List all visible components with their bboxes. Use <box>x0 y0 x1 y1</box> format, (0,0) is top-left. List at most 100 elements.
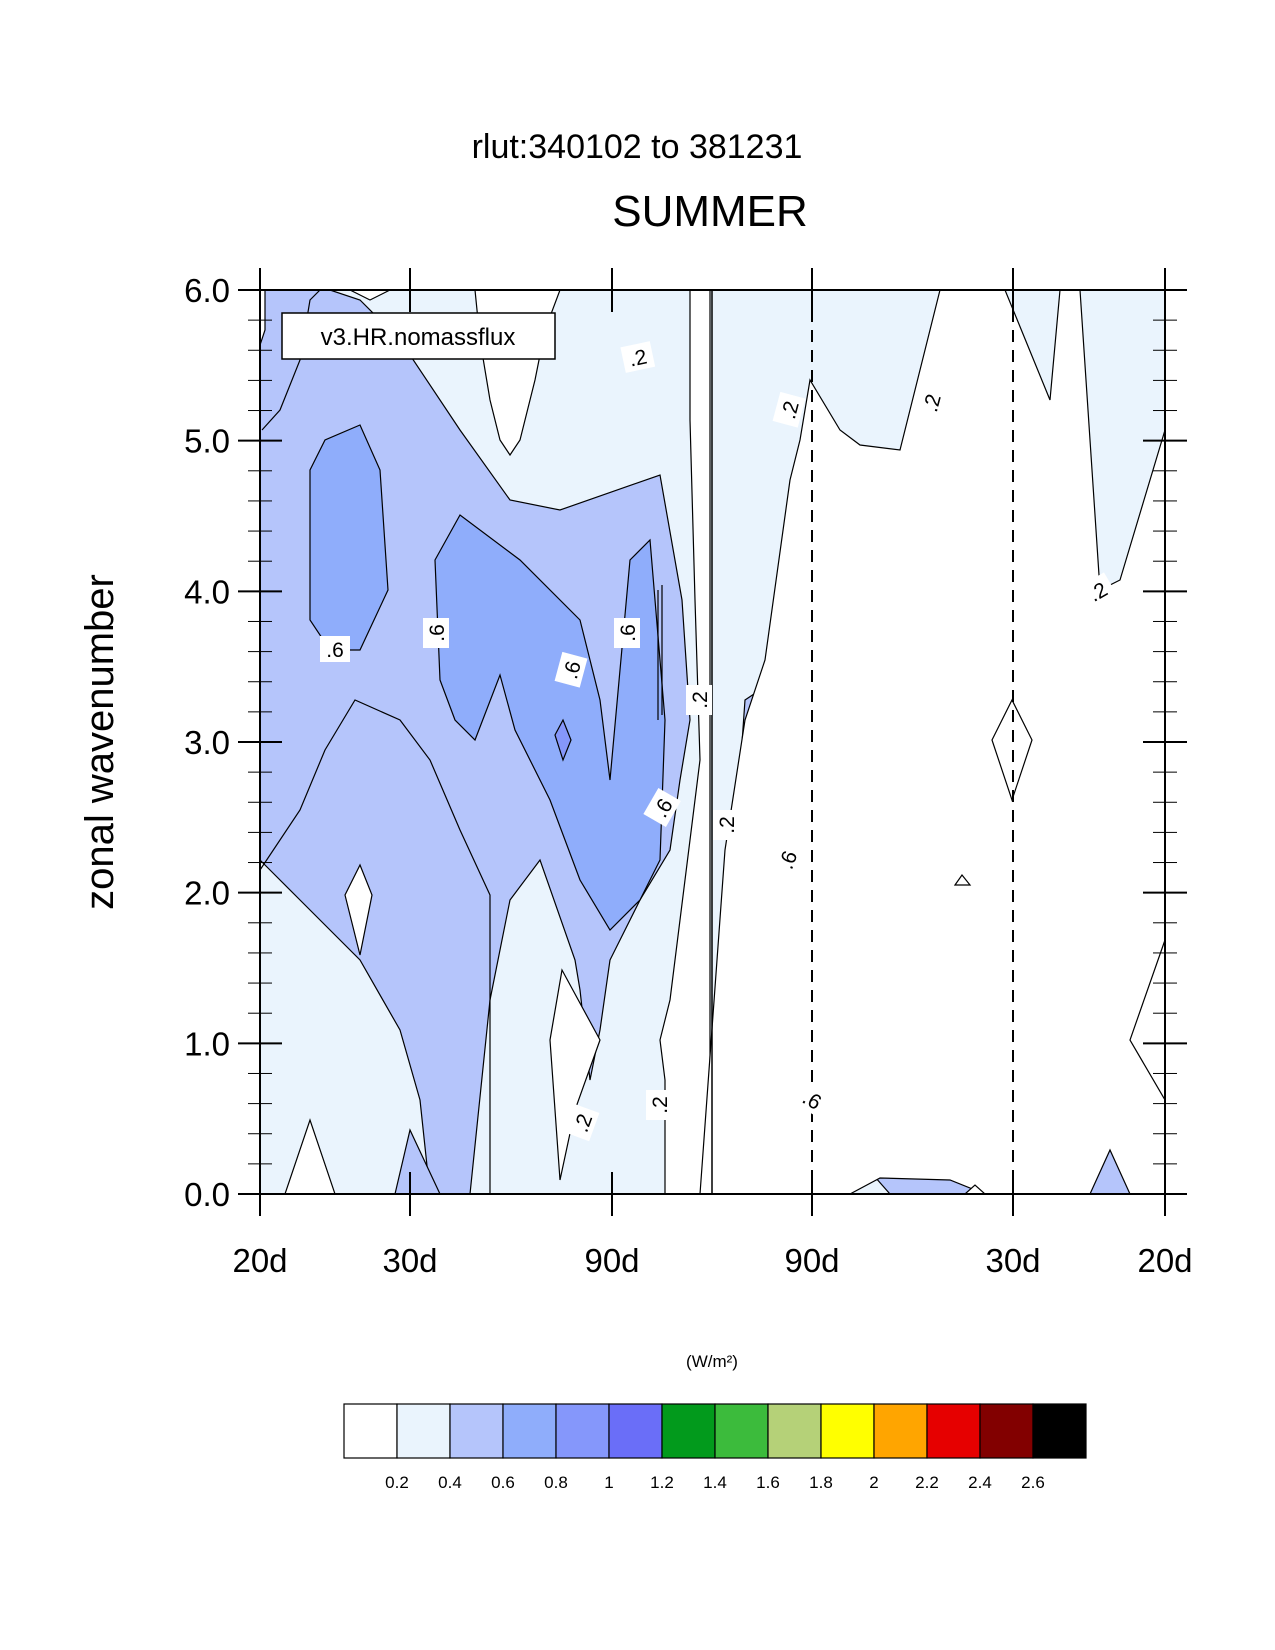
contour-fill-region <box>394 1128 441 1194</box>
contour-label-text: .2 <box>649 1096 672 1114</box>
contour-line <box>1129 939 1165 1101</box>
contour-label: .2 <box>646 1090 672 1120</box>
contour-fill-region <box>349 290 391 301</box>
colorbar-swatch <box>926 1403 981 1459</box>
y-tick-label: 4.0 <box>184 573 230 610</box>
legend-entry: v3.HR.nomassflux <box>321 324 516 351</box>
colorbar-label: 1.2 <box>650 1473 674 1492</box>
y-tick-label: 1.0 <box>184 1025 230 1062</box>
colorbar-swatch <box>502 1403 557 1459</box>
y-tick-label: 3.0 <box>184 724 230 761</box>
colorbar-swatch <box>449 1403 504 1459</box>
chart-title: rlut:340102 to 381231 <box>472 128 803 166</box>
contour-label-text: .2 <box>627 345 649 371</box>
colorbar-label: 1.4 <box>703 1473 727 1492</box>
contour-label: .2 <box>620 341 656 373</box>
contour-label-bg <box>793 1080 832 1118</box>
y-axis-label: zonal wavenumber <box>78 574 122 910</box>
contour-label-bg <box>643 788 681 827</box>
colorbar-swatch <box>1032 1403 1087 1459</box>
contour-label-text: .6 <box>426 624 449 642</box>
contour-label-text: .2 <box>689 691 712 709</box>
contour-label-bg <box>620 341 656 373</box>
x-tick-label: 30d <box>382 1242 437 1279</box>
contour-label-text: .6 <box>617 624 640 642</box>
colorbar-label: 2.2 <box>915 1473 939 1492</box>
contour-fill-region <box>549 968 601 1181</box>
contour-fill-region <box>953 873 972 886</box>
contour-label: .6 <box>423 618 449 648</box>
colorbar-label: 1 <box>604 1473 613 1492</box>
y-axis-ticks: 0.0 1.0 2.0 3.0 4.0 5.0 6.0 <box>184 272 1187 1213</box>
contour-fill-region <box>434 514 666 931</box>
contour-label-bg <box>713 810 739 840</box>
x-axis-ticks: 20d 30d 90d 90d 30d 20d <box>232 268 1193 1279</box>
contour-label-bg <box>423 618 449 648</box>
x-tick-label: 90d <box>584 1242 639 1279</box>
contour-label: .2 <box>713 810 739 840</box>
x-tick-label: 90d <box>784 1242 839 1279</box>
colorbar-units: (W/m²) <box>686 1352 738 1371</box>
contour-label-text: .6 <box>326 639 344 662</box>
colorbar-label: 0.8 <box>544 1473 568 1492</box>
legend-box <box>281 312 556 360</box>
contour-label: .6 <box>769 841 805 879</box>
contour-label-bg <box>646 1090 672 1120</box>
colorbar-swatch <box>820 1403 875 1459</box>
colorbar-label: 1.8 <box>809 1473 833 1492</box>
contour-fill-region <box>964 1184 986 1194</box>
colorbar-swatch <box>979 1403 1034 1459</box>
x-tick-label: 20d <box>232 1242 287 1279</box>
contour-label: .2 <box>686 685 712 715</box>
y-tick-label: 5.0 <box>184 423 230 460</box>
contour-label-text: .6 <box>559 659 586 682</box>
contour-label-text: .2 <box>777 399 804 422</box>
colorbar-swatch <box>343 1403 398 1459</box>
contour-label: .6 <box>614 618 640 648</box>
colorbar-label: 0.4 <box>438 1473 462 1492</box>
colorbar-swatch <box>661 1403 716 1459</box>
y-tick-label: 0.0 <box>184 1176 230 1213</box>
colorbar: 0.2 0.4 0.6 0.8 1 1.2 1.4 1.6 1.8 2 2.2 2.4 2.6 <box>343 1403 1087 1492</box>
colorbar-swatch <box>396 1403 451 1459</box>
contour-fill-region <box>344 863 373 956</box>
colorbar-label: 2 <box>869 1473 878 1492</box>
contour-label: .2 <box>1078 572 1117 610</box>
x-tick-label: 20d <box>1137 1242 1192 1279</box>
contour-fill-region <box>260 290 266 346</box>
y-tick-label: 6.0 <box>184 272 230 309</box>
contour-label-bg <box>1078 572 1117 610</box>
contour-label-bg <box>769 841 805 879</box>
colorbar-label: 2.4 <box>968 1473 992 1492</box>
colorbar-label: 0.2 <box>385 1473 409 1492</box>
legend: v3.HR.nomassflux <box>281 312 556 360</box>
colorbar-swatch <box>608 1403 663 1459</box>
colorbar-swatch <box>714 1403 769 1459</box>
contour-fill-region <box>309 424 389 651</box>
contour-line <box>260 699 491 1194</box>
colorbar-swatch <box>873 1403 928 1459</box>
contour-label: .2 <box>564 1104 600 1142</box>
contour-fill-region <box>699 290 1165 1194</box>
contour-line <box>261 290 321 431</box>
y-tick-label: 2.0 <box>184 875 230 912</box>
contour-label-text: .2 <box>716 816 739 834</box>
colorbar-label: 1.6 <box>756 1473 780 1492</box>
colorbar-label: 2.6 <box>1021 1473 1045 1492</box>
contour-label: .6 <box>320 636 350 662</box>
colorbar-swatch <box>767 1403 822 1459</box>
contour-label-bg <box>614 618 640 648</box>
contour-label-bg <box>564 1104 600 1142</box>
contour-label-bg <box>772 391 806 428</box>
contour-fill-region <box>659 290 711 1194</box>
contour-label: .6 <box>554 651 588 688</box>
contour-label-bg <box>320 636 350 662</box>
contour-label-bg <box>554 651 588 688</box>
contour-label-text: .2 <box>919 392 946 415</box>
contour-label-bg <box>914 384 948 421</box>
x-tick-label: 30d <box>985 1242 1040 1279</box>
colorbar-label: 0.6 <box>491 1473 515 1492</box>
contour-label: .2 <box>772 391 806 428</box>
colorbar-swatch <box>555 1403 610 1459</box>
